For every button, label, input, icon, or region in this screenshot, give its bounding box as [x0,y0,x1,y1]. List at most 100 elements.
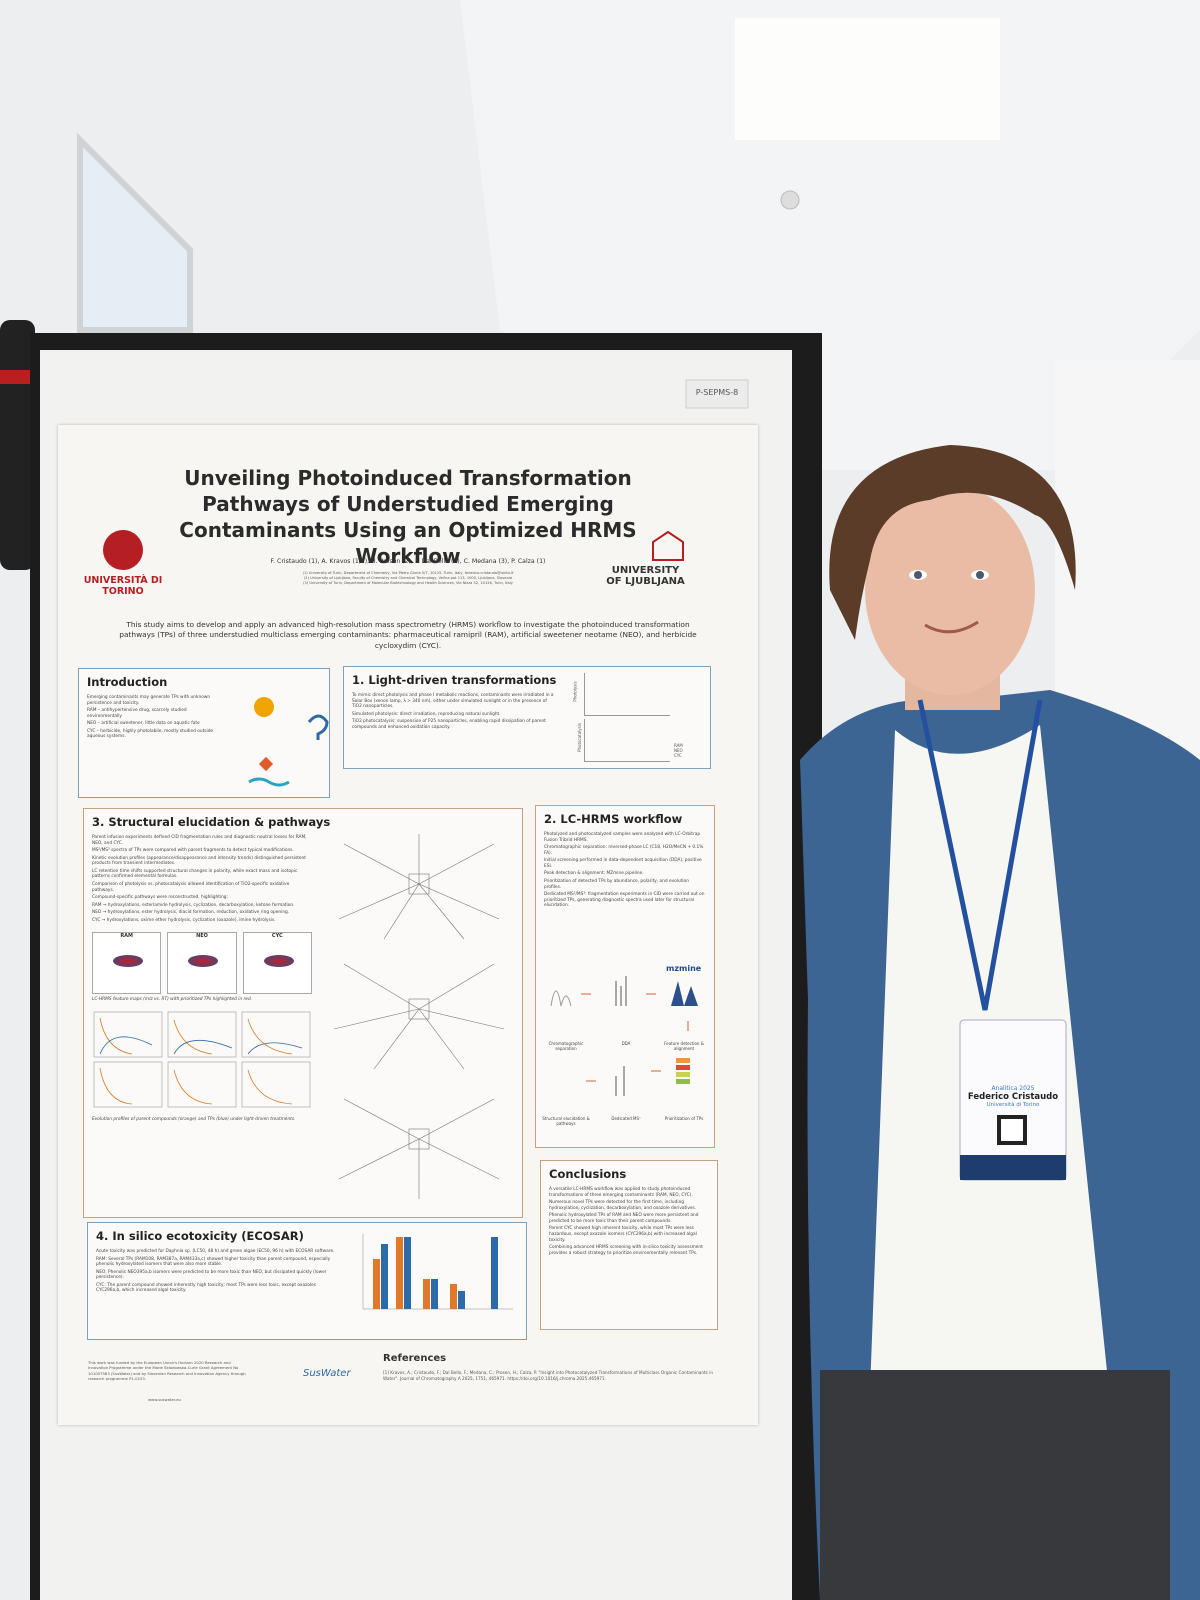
body-line: RAM: Several TPs (RAM108, RAM387a, RAM43… [96,1256,331,1268]
body-line: Numerous novel TPs were detected for the… [549,1200,697,1211]
plot-legend: RAM NEO CYC [674,743,683,758]
intro-box: Introduction Emerging contaminants may g… [78,668,330,798]
section-heading: 1. Light-driven transformations [352,673,557,687]
kinetic-plots: Photolysis Photocatalysis RAM NEO CYC [573,673,704,765]
body-line: CYC: The parent compound showed inherent… [96,1282,317,1294]
body-line: CYC → hydroxylations, oxime ether hydrol… [92,917,276,923]
section-heading: 2. LC-HRMS workflow [544,812,683,826]
badge-name: Federico Cristaudo [967,1092,1059,1102]
lchrms-text: Photolyzed and photocatalyzed samples we… [544,832,706,909]
references-heading: References [383,1353,447,1364]
legend-entry: NEO [674,748,683,753]
trousers [820,1370,1170,1600]
body-line: RAM → hydroxylations, esterlamide hydrol… [92,902,295,908]
workflow-steps: Chromatographic separation DDA Feature det… [541,1016,711,1136]
body-line: CYC – herbicide, highly photolabile, mos… [87,728,214,740]
body-line: A versatile LC-HRMS workflow was applied… [549,1187,693,1198]
workflow-step: DDA [621,1041,631,1046]
workflow-step: Prioritization of TPs [664,1116,704,1121]
plot-label: Photolysis [572,681,578,702]
map-caption: LC-HRMS feature maps (m/z vs. RT) with p… [92,996,253,1002]
lchrms-box: 2. LC-HRMS workflow Photolyzed and photo… [535,805,715,1148]
authors: F. Cristaudo (1), A. Kravos (1,2), H. Pr… [270,558,546,565]
map-cluster [113,954,143,967]
ul-logo [652,530,684,561]
body-line: TiO2 photocatalysis: suspension of P25 n… [352,719,546,730]
pupil [914,571,922,579]
workflow-step: Structural elucidation & pathways [542,1116,590,1126]
ecotox-text: Acute toxicity was predicted for Daphnia… [96,1249,336,1294]
logo-left: UNIVERSITÀ DI TORINO [83,575,163,597]
poster: Unveiling Photoinduced Transformation Pa… [58,425,758,1425]
face [865,485,1035,695]
unito-seal [103,530,143,570]
body-line: Comparison of photolysis vs. photocataly… [92,882,290,893]
evolution-profiles [93,1011,311,1108]
body-line: Peak detection & alignment: MZmine pipel… [544,871,644,877]
funding-url: www.suswater.eu [148,1397,181,1402]
feature-maps: RAM NEO CYC [92,931,312,994]
body-line: RAM – antihypertensive drug, scarcely st… [87,708,187,719]
feature-map: CYC [242,931,312,994]
body-line: To mimic direct photolysis and phase I m… [352,693,554,710]
window [77,132,193,333]
body-line: Photolyzed and photocatalyzed samples we… [544,832,701,843]
body-line: NEO → hydroxylations, ester hydrolysis, … [92,910,290,916]
body-line: Parent CYC showed high inherent toxicity… [549,1226,697,1243]
light-text: To mimic direct photolysis and phase I m… [352,693,557,730]
legend-entry: RAM [674,743,683,748]
feature-map: RAM [92,931,162,994]
affiliation: (2) University of Ljubljana, Faculty of … [303,576,513,581]
abstract: This study aims to develop and apply an … [119,620,697,650]
workflow-step: Dedicated MSⁿ [611,1116,641,1121]
body-line: Dedicated MS²/MS³: fragmentation experim… [544,892,705,909]
structural-text: Parent infusion experiments defined CID … [92,835,307,924]
workflow-step: Chromatographic separation [548,1041,584,1051]
board-label: P-SEPMS-8 [695,388,739,397]
body-line: Phenolic hydroxylated TPs of RAM and NEO… [549,1213,699,1224]
badge-band [960,1155,1066,1180]
poster-title: Unveiling Photoinduced Transformation Pa… [179,466,637,568]
conclusions-box: Conclusions A versatile LC-HRMS workflow… [540,1160,718,1330]
legend-entry: CYC [674,753,682,758]
body-line: Initial screening performed in data-depe… [544,858,702,869]
tripod-band [0,370,35,384]
affiliation: (1) University of Turin, Department of C… [302,571,514,575]
section-heading: 3. Structural elucidation & pathways [92,815,331,829]
map-label: RAM [120,932,134,939]
intro-icons [248,697,329,787]
body-line: MS²/MS³ spectra of TPs were compared wit… [92,848,294,854]
pupil [976,571,984,579]
affiliation: (3) University of Turin, Department of M… [303,581,513,586]
body-line: Simulated photolysis: direct irradiation… [352,711,501,717]
workflow-diagram [550,976,698,1096]
badge-affiliation: Università di Torino [986,1102,1040,1108]
plot-label: Photocatalysis [576,723,582,752]
smile [924,620,979,634]
map-cluster [188,954,219,967]
hair [829,445,1076,640]
pathway-schemes [333,834,505,1199]
funding: This work was funded by the European Uni… [88,1360,246,1381]
body-line: Chromatographic separation: reversed-pha… [544,845,704,856]
section-heading: 4. In silico ecotoxicity (ECOSAR) [96,1229,304,1243]
conclusions-text: A versatile LC-HRMS workflow was applied… [549,1187,709,1256]
map-cluster [263,954,294,967]
section-heading: Introduction [87,675,168,689]
workflow-step: Feature detection & alignment [664,1041,704,1051]
body-line: Compound-specific pathways were reconstr… [92,895,228,901]
ceiling-sensor [780,190,800,210]
badge-event: Analitica 2025 [991,1085,1035,1092]
body-line: NEO – artificial sweetener, little data … [87,721,200,727]
body-line: Parent infusion experiments defined CID … [92,835,307,846]
body-line: NEO: Phenolic NEO395a,b isomers were pre… [96,1269,327,1281]
lanyard [917,699,1043,1011]
camera-tripod [0,320,35,570]
reference: [1] Kravos, A.; Cristaudo, F.; Dal Bello… [383,1370,713,1381]
intro-text: Emerging contaminants may generate TPs w… [87,695,217,740]
body-line: Acute toxicity was predicted for Daphnia… [96,1249,335,1254]
map-label: NEO [196,932,208,939]
light-box: 1. Light-driven transformations To mimic… [343,666,711,769]
badge-text: Analitica 2025 Federico Cristaudo Univer… [960,1085,1066,1108]
